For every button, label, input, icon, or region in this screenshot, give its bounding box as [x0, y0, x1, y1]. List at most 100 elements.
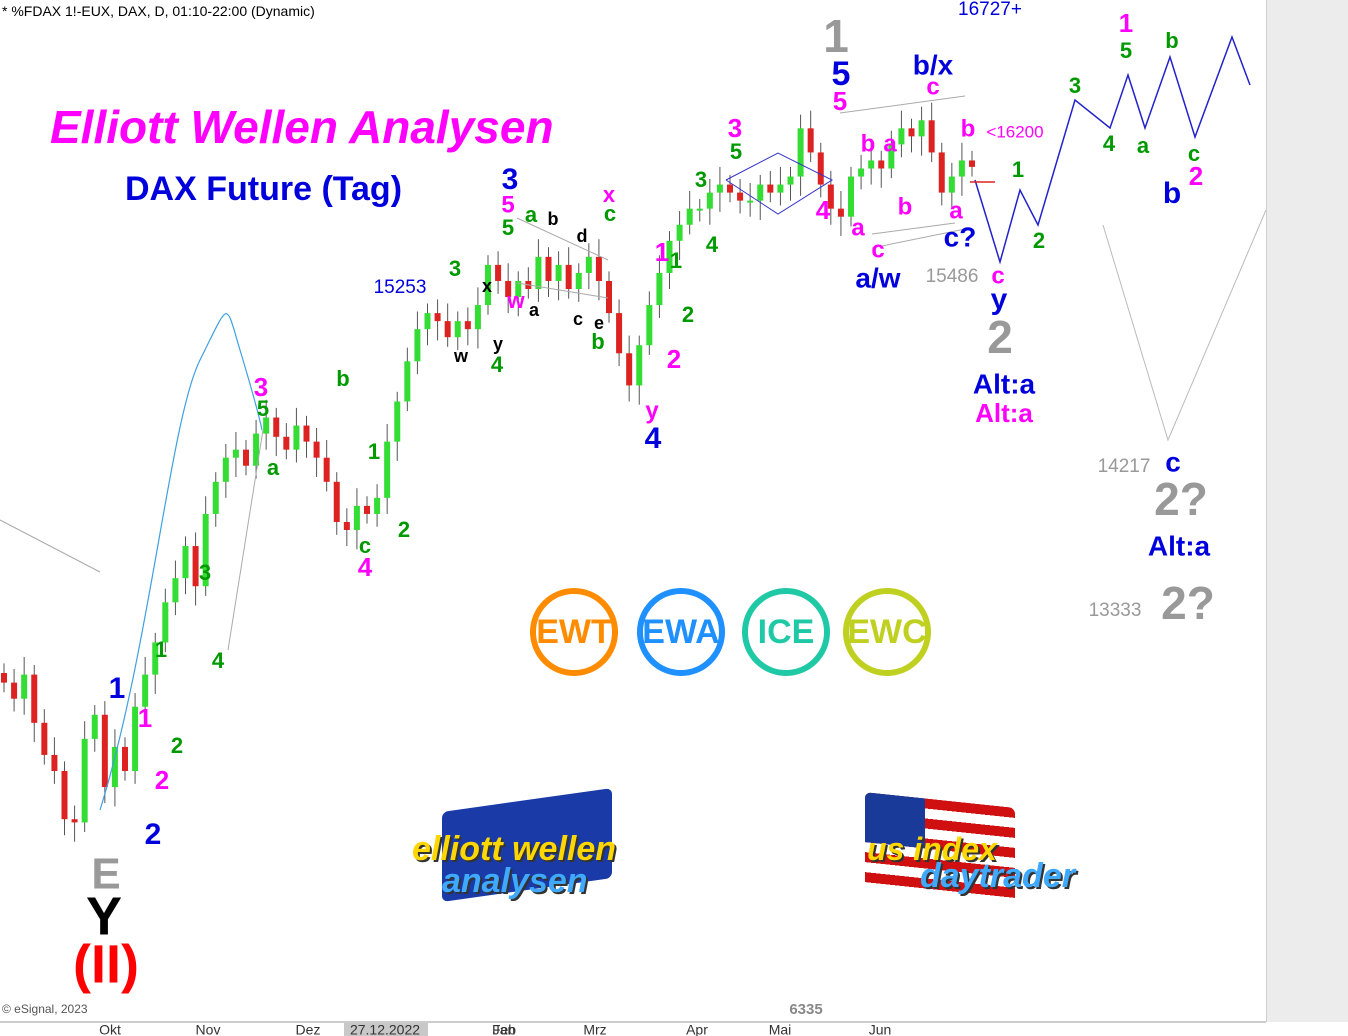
wave-label: b	[591, 329, 604, 354]
candle-body	[303, 425, 310, 442]
candle-body	[848, 176, 854, 217]
wave-label: b	[548, 209, 559, 229]
wave-label: 1	[368, 439, 380, 464]
wave-label: 4	[358, 552, 373, 582]
wave-label: c	[871, 236, 884, 263]
wave-label: a	[267, 455, 280, 480]
wave-label: 1	[1119, 8, 1133, 38]
candle-body	[101, 714, 108, 788]
candle-body	[434, 313, 441, 322]
wave-label: 5	[257, 396, 269, 421]
candle-body	[827, 184, 834, 209]
wave-label: 2	[171, 733, 183, 758]
wave-label: 2	[398, 517, 410, 542]
candle-body	[152, 642, 159, 675]
candle-body	[737, 192, 744, 201]
wave-label: y	[645, 397, 659, 424]
candle-body	[283, 436, 290, 450]
wave-label: a	[529, 300, 540, 320]
x-tick-label: Mrz	[583, 1022, 606, 1036]
wave-label: 5	[1120, 38, 1132, 63]
wave-label: 5	[833, 86, 847, 116]
candle-body	[958, 160, 965, 177]
chart-header: * %FDAX 1!-EUX, DAX, D, 01:10-22:00 (Dyn…	[2, 3, 315, 19]
candle-body	[293, 425, 300, 450]
candle-body	[111, 746, 118, 788]
wave-label: 2?	[1161, 577, 1215, 629]
candle-body	[565, 264, 572, 289]
candle-body	[928, 120, 935, 153]
candle-body	[868, 160, 875, 169]
wave-label: 3	[728, 113, 742, 143]
wave-label: 2	[145, 818, 162, 851]
wave-label: Y	[86, 886, 122, 946]
candle-body	[404, 361, 411, 402]
trend-line	[871, 222, 956, 235]
wave-label: y	[493, 334, 503, 354]
wave-label: 15253	[374, 277, 427, 298]
wave-label: b	[1163, 177, 1181, 210]
candle-body	[727, 184, 733, 193]
candle-body	[263, 417, 270, 434]
candle-body	[888, 144, 895, 169]
candle-body	[444, 321, 451, 338]
wave-label: Alt:a	[973, 368, 1036, 399]
x-tick-label: Jun	[869, 1022, 892, 1036]
alt-forecast-line	[1102, 209, 1267, 442]
x-tick-label: Jan	[493, 1022, 516, 1036]
candle-body	[636, 345, 643, 386]
candle-body	[142, 674, 149, 707]
wave-label: w	[453, 346, 469, 366]
candle-body	[858, 168, 865, 177]
wave-label: c	[1188, 141, 1200, 166]
wave-label: 4	[645, 422, 662, 455]
wave-label: 5	[832, 55, 851, 93]
wave-label: b	[961, 115, 976, 142]
candle-body	[253, 433, 260, 466]
logo1-line2: analysen	[442, 862, 588, 900]
wave-label: 1	[823, 10, 849, 62]
x-tick-label: Mai	[769, 1022, 792, 1036]
wave-label: 1	[138, 703, 152, 733]
candle-body	[91, 714, 98, 739]
candle-body	[626, 353, 633, 386]
candle-body	[51, 754, 58, 771]
candle-body	[948, 176, 955, 193]
x-tick-label: Apr	[686, 1022, 708, 1036]
logo2-line2: daytrader	[920, 857, 1075, 895]
wave-label: 2	[155, 765, 169, 795]
candle-body	[777, 184, 784, 193]
candle-body	[495, 264, 502, 281]
elliott-wellen-logo: elliott wellen analysen	[412, 788, 662, 910]
trend-line	[725, 152, 834, 215]
candle-body	[595, 256, 602, 281]
wave-label: x	[603, 182, 616, 207]
badge-ewc: EWC	[843, 588, 931, 676]
wave-label: 3	[449, 256, 461, 281]
volume-label: 6335	[789, 1001, 822, 1018]
candle-body	[807, 128, 814, 153]
candle-body	[202, 513, 209, 587]
candle-body	[364, 505, 370, 514]
candle-body	[696, 208, 703, 211]
candle-body	[333, 481, 340, 522]
x-tick-label: Okt	[99, 1022, 121, 1036]
wave-label: 2	[1033, 228, 1045, 253]
candle-body	[81, 738, 88, 823]
wave-label: 4	[706, 232, 719, 257]
wave-label: a/w	[855, 262, 900, 293]
wave-label: 3	[254, 372, 268, 402]
indicator-line	[99, 313, 263, 811]
x-tick-label: 27.12.2022	[350, 1022, 420, 1036]
candle-body	[232, 449, 239, 458]
candle-body	[485, 264, 491, 306]
wave-label: a	[1137, 133, 1150, 158]
candle-body	[918, 120, 925, 137]
candle-body	[464, 321, 471, 330]
wave-label: 4	[491, 352, 504, 377]
candle-body	[515, 280, 522, 298]
wave-label: e	[594, 313, 604, 333]
badge-ice: ICE	[742, 588, 830, 676]
wave-label: c	[359, 533, 371, 558]
